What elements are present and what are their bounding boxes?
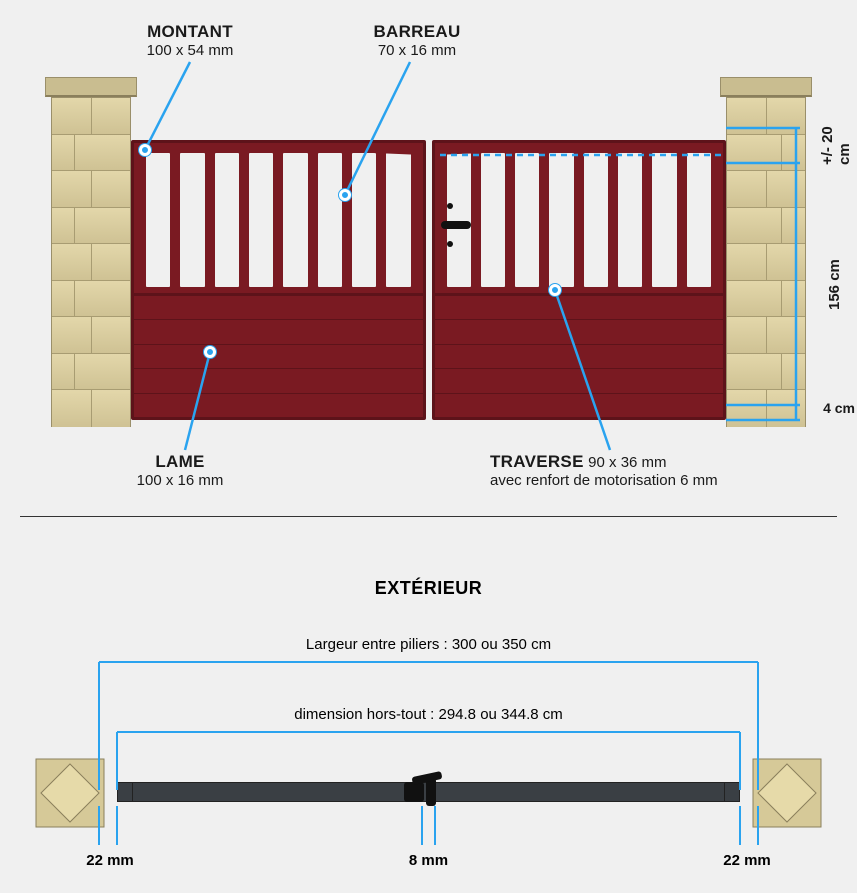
- pillar-right-body: [726, 97, 806, 427]
- barreau-slot: [549, 153, 573, 287]
- barreau-dim: 70 x 16 mm: [332, 42, 502, 59]
- leaf-left-bottom: [134, 293, 423, 417]
- barreau-slot: [447, 153, 471, 287]
- gate-handle: [441, 221, 471, 229]
- gate-latch-icon: [447, 203, 453, 209]
- pillar-left-body: [51, 97, 131, 427]
- montant-title: MONTANT: [105, 22, 275, 42]
- diagram-stage: MONTANT 100 x 54 mm BARREAU 70 x 16 mm L…: [0, 0, 857, 893]
- barreau-slot: [687, 153, 711, 287]
- leaf-right-top: [435, 143, 724, 293]
- barreau-title: BARREAU: [332, 22, 502, 42]
- dot-lame: [204, 346, 216, 358]
- lame-dim: 100 x 16 mm: [95, 472, 265, 489]
- gate-lock-icon: [447, 241, 453, 247]
- lame-slat: [134, 369, 423, 393]
- traverse-sub: avec renfort de motorisation 6 mm: [490, 472, 820, 489]
- height-main: 156 cm: [826, 210, 843, 310]
- separator: [20, 516, 837, 517]
- lame-slat: [134, 296, 423, 320]
- lame-slat: [134, 320, 423, 344]
- traverse-title: TRAVERSE: [490, 452, 584, 471]
- leaf-right-bottom: [435, 293, 724, 417]
- height-top-var: +/- 20 cm: [819, 105, 853, 165]
- barreau-slot: [584, 153, 608, 287]
- leaf-left-top: [134, 143, 423, 293]
- gap-right: 22 mm: [707, 852, 787, 869]
- barreau-slot: [652, 153, 676, 287]
- lame-slat: [435, 296, 724, 320]
- overall-dim: dimension hors-tout : 294.8 ou 344.8 cm: [0, 706, 857, 723]
- post-top-right: [752, 758, 822, 828]
- lame-slat: [134, 394, 423, 417]
- barreau-slot: [386, 153, 410, 287]
- label-traverse: TRAVERSE 90 x 36 mm avec renfort de moto…: [490, 452, 820, 489]
- dot-montant: [139, 144, 151, 156]
- center-hinge: [404, 774, 454, 810]
- lame-slat: [435, 320, 724, 344]
- label-lame: LAME 100 x 16 mm: [95, 452, 265, 489]
- lame-title: LAME: [95, 452, 265, 472]
- gate-leaf-left: [131, 140, 426, 420]
- dot-barreau: [339, 189, 351, 201]
- traverse-dim: 90 x 36 mm: [588, 454, 666, 471]
- between-pillars: Largeur entre piliers : 300 ou 350 cm: [0, 636, 857, 653]
- barreau-slot: [283, 153, 307, 287]
- lame-slat: [435, 345, 724, 369]
- pillar-right: [726, 77, 806, 427]
- lame-slat: [435, 369, 724, 393]
- montant-dim: 100 x 54 mm: [105, 42, 275, 59]
- barreau-slot: [481, 153, 505, 287]
- lame-slat: [134, 345, 423, 369]
- barreau-slot: [515, 153, 539, 287]
- gate: [131, 140, 726, 420]
- barreau-slot: [215, 153, 239, 287]
- label-barreau: BARREAU 70 x 16 mm: [332, 22, 502, 59]
- barreau-slot: [146, 153, 170, 287]
- dot-traverse: [549, 284, 561, 296]
- lame-slat: [435, 394, 724, 417]
- barreau-slot: [249, 153, 273, 287]
- post-top-left: [35, 758, 105, 828]
- pillar-left: [51, 77, 131, 427]
- exterior-title: EXTÉRIEUR: [0, 578, 857, 599]
- barreau-slot: [180, 153, 204, 287]
- height-ground: 4 cm: [823, 400, 855, 416]
- label-montant: MONTANT 100 x 54 mm: [105, 22, 275, 59]
- gate-leaf-right: [432, 140, 727, 420]
- barreau-slot: [618, 153, 642, 287]
- barreau-slot: [318, 153, 342, 287]
- barreau-slot: [352, 153, 376, 287]
